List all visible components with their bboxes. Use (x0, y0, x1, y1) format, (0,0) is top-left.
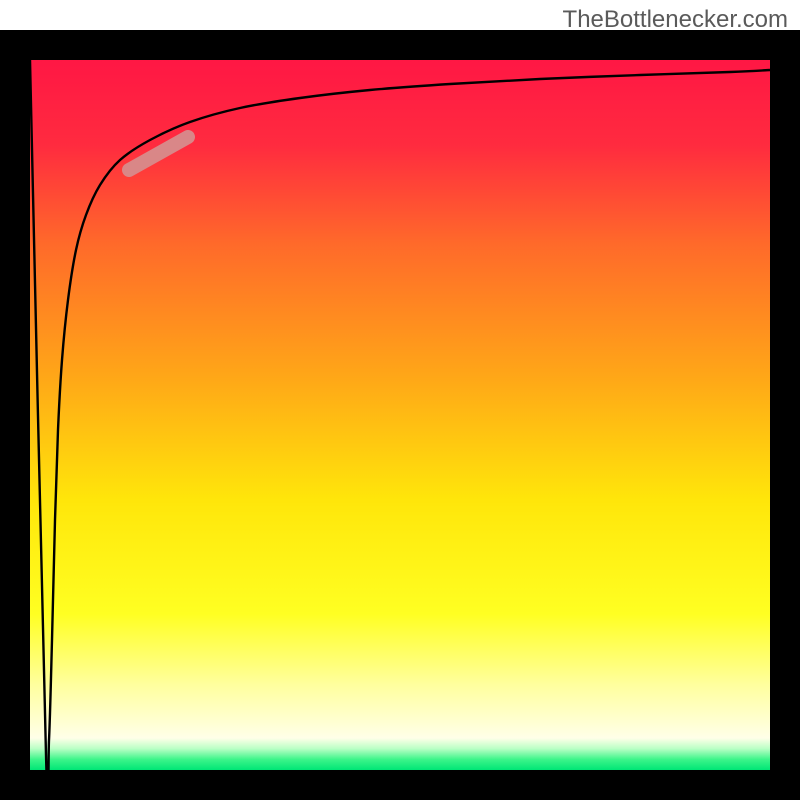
watermark-text: TheBottlenecker.com (563, 6, 788, 34)
bottleneck-chart (0, 0, 800, 800)
